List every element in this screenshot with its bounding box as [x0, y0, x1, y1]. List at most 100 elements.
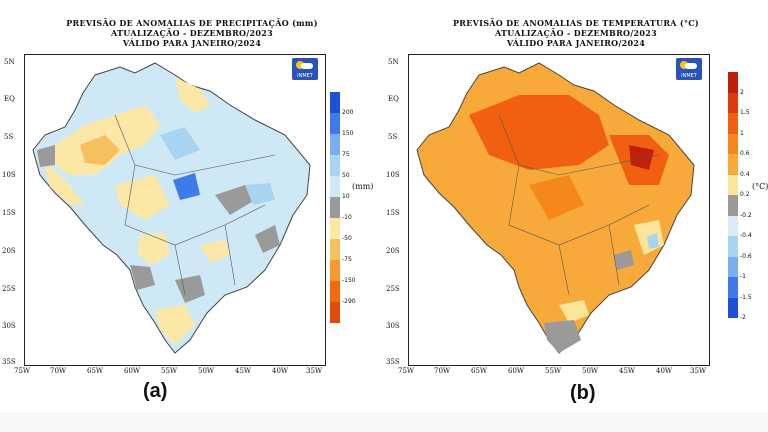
logo-text: INMET: [681, 73, 697, 79]
colorbar-segment: [728, 113, 738, 134]
temperature-anomaly-panel: PREVISÃO DE ANOMALIAS DE TEMPERATURA (°C…: [384, 0, 768, 432]
inmet-logo: INMET: [676, 58, 702, 80]
colorbar-segment: [330, 92, 340, 113]
colorbar-segment: [330, 281, 340, 302]
mild-south: [559, 300, 589, 323]
colorbar-unit: (mm): [352, 182, 374, 191]
lon-tick: 55W: [545, 367, 562, 375]
lat-tick: 20S: [2, 247, 16, 255]
map-title-line-3: VÁLIDO PARA JANEIRO/2024: [506, 38, 646, 48]
lon-tick: 35W: [306, 367, 323, 375]
colorbar-segment: [330, 260, 340, 281]
lon-tick: 70W: [50, 367, 67, 375]
below-normal-north-core: [80, 135, 120, 165]
colorbar-segment: [728, 72, 738, 93]
colorbar-segment: [728, 92, 738, 113]
colorbar-segment: [728, 174, 738, 195]
colorbar-segment: [330, 239, 340, 260]
above-normal-core: [173, 173, 200, 200]
very-hot-spot: [629, 145, 654, 170]
colorbar-segment: [330, 197, 340, 218]
lat-tick: 10S: [386, 171, 400, 179]
lat-tick: 30S: [386, 322, 400, 330]
lat-tick: 25S: [2, 285, 16, 293]
near-normal-sw: [130, 265, 155, 290]
lat-tick: 25S: [386, 285, 400, 293]
lat-tick: 30S: [2, 322, 16, 330]
panel-label-a: (a): [143, 380, 168, 402]
lon-tick: 60W: [124, 367, 141, 375]
lat-tick: 15S: [386, 209, 400, 217]
lat-tick: 15S: [2, 209, 16, 217]
cloud-icon: [301, 63, 313, 69]
colorbar-label: -0.6: [740, 252, 752, 260]
colorbar-label: 200: [342, 109, 354, 116]
colorbar-label: 10: [342, 193, 350, 200]
lon-tick: 60W: [508, 367, 525, 375]
colorbar-segment: [330, 302, 340, 323]
colorbar-label: -150: [342, 277, 356, 284]
colorbar-label: 0.6: [740, 150, 750, 157]
colorbar-label: 1.5: [740, 109, 750, 116]
lon-tick: 40W: [272, 367, 289, 375]
hot-core-north: [469, 95, 609, 170]
above-normal-north: [160, 127, 200, 160]
lat-tick: 5S: [4, 133, 14, 141]
colorbar-segment: [330, 176, 340, 197]
colorbar-unit: (°C): [752, 182, 768, 191]
colorbar-label: 150: [342, 130, 354, 137]
map-title-line-1: PREVISÃO DE ANOMALIAS DE PRECIPITAÇÃO (m…: [66, 18, 318, 28]
lat-tick: 10S: [2, 171, 16, 179]
logo-text: INMET: [297, 73, 313, 79]
below-normal-west: [115, 175, 170, 220]
colorbar-segment: [728, 297, 738, 318]
hot-center: [529, 175, 584, 220]
near-normal-center: [215, 185, 255, 215]
near-normal-east: [255, 225, 280, 253]
colorbar-label: -0.2: [740, 211, 752, 219]
precipitation-map: [32, 62, 311, 354]
colorbar-segment: [330, 134, 340, 155]
colorbar-segment: [728, 215, 738, 236]
lon-tick: 45W: [619, 367, 636, 375]
precipitation-map-frame: [24, 54, 326, 366]
colorbar-segment: [728, 236, 738, 257]
lon-tick: 45W: [235, 367, 252, 375]
colorbar-segment: [728, 195, 738, 216]
colorbar-label: 50: [342, 172, 350, 179]
lon-tick: 75W: [398, 367, 415, 375]
colorbar-label: -1: [740, 273, 746, 280]
colorbar-label: 75: [342, 151, 350, 158]
below-normal-northwest: [43, 160, 85, 205]
colorbar-label: -10: [342, 214, 352, 221]
lat-tick: 5S: [388, 133, 398, 141]
colorbar-segment: [728, 154, 738, 175]
cool-southeast: [647, 233, 659, 249]
bottom-strip: [0, 412, 768, 432]
lon-tick: 65W: [471, 367, 488, 375]
colorbar-label: -290: [342, 298, 356, 305]
colorbar-label: -50: [342, 235, 352, 242]
near-normal-south-temp: [544, 320, 581, 353]
below-normal-central: [137, 233, 170, 265]
colorbar-label: -0.4: [740, 232, 752, 239]
near-normal-northwest: [37, 145, 55, 167]
lon-tick: 35W: [690, 367, 707, 375]
lon-tick: 75W: [14, 367, 31, 375]
map-title-line-2: ATUALIZAÇÃO - DEZEMBRO/2023: [110, 28, 273, 38]
temperature-map-frame: [408, 54, 710, 366]
colorbar-label: 0.2: [740, 191, 750, 198]
sun-icon: [296, 61, 304, 69]
above-normal-east: [245, 183, 275, 205]
below-normal-south: [155, 305, 195, 345]
near-normal-se: [614, 250, 634, 270]
lat-tick: 20S: [386, 247, 400, 255]
lat-tick: 5N: [388, 58, 399, 66]
lat-tick: EQ: [388, 95, 399, 103]
below-normal-mid: [200, 240, 230, 263]
temperature-colorbar: 2 1.5 1 0.6 0.4 0.2 -0.2 -0.4 -0.6 -1 -1.5 -2: [728, 72, 752, 321]
colorbar-segment: [728, 133, 738, 154]
map-title-line-3: VÁLIDO PARA JANEIRO/2024: [122, 38, 262, 48]
lon-tick: 50W: [198, 367, 215, 375]
lat-tick: 35S: [386, 358, 400, 366]
